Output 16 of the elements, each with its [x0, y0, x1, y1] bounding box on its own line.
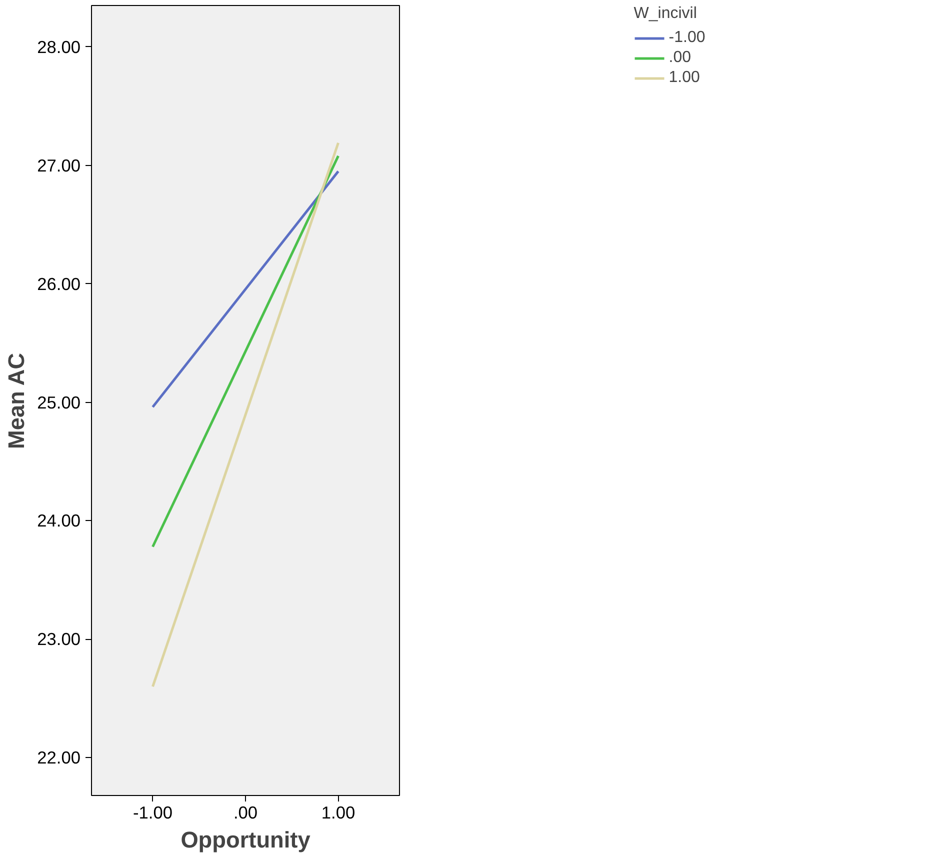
- legend-title: W_incivil: [634, 5, 698, 23]
- x-tick-label: -1.00: [132, 802, 172, 822]
- y-axis-title: Mean AC: [3, 352, 30, 449]
- y-tick-label: 22.00: [37, 748, 81, 768]
- x-tick-label: 1.00: [321, 802, 356, 822]
- y-tick-label: 28.00: [37, 36, 81, 57]
- legend-label: .00: [668, 49, 692, 67]
- y-tick-label: 27.00: [37, 155, 81, 176]
- x-axis-title: Opportunity: [180, 826, 311, 852]
- y-tick-label: 23.00: [37, 629, 81, 650]
- y-tick-label: 26.00: [37, 274, 81, 294]
- y-tick-label: 24.00: [37, 510, 81, 531]
- legend-label: -1.00: [668, 29, 706, 47]
- x-tick-label: .00: [233, 802, 258, 822]
- y-tick-label: 25.00: [37, 392, 81, 412]
- legend-label: 1.00: [668, 69, 700, 87]
